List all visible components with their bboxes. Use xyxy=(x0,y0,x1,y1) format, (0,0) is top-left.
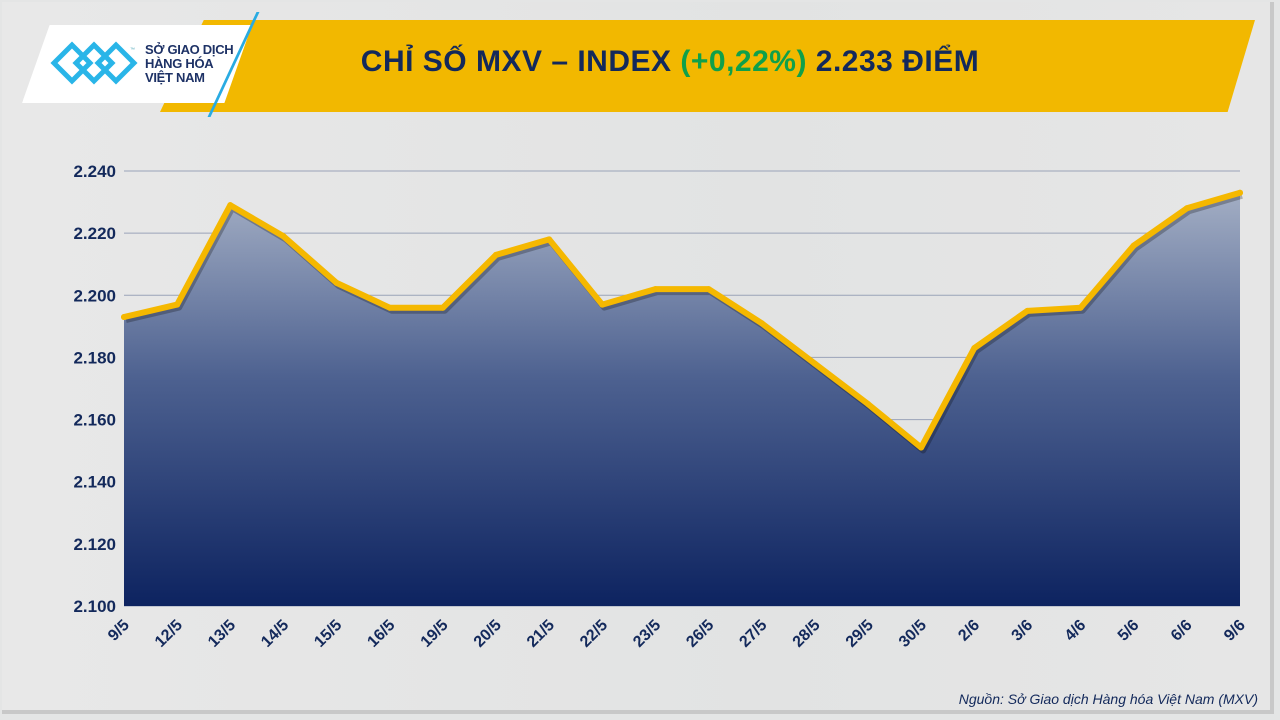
y-tick-label: 2.240 xyxy=(73,162,116,181)
x-tick-label: 23/5 xyxy=(630,617,664,651)
data-point xyxy=(493,251,499,258)
x-tick-label: 26/5 xyxy=(683,617,717,651)
data-point xyxy=(865,401,871,408)
source-note: Nguồn: Sở Giao dịch Hàng hóa Việt Nam (M… xyxy=(958,691,1258,707)
x-tick-label: 29/5 xyxy=(843,617,877,651)
y-tick-label: 2.140 xyxy=(73,473,116,492)
x-tick-label: 15/5 xyxy=(311,617,345,651)
x-tick-label: 12/5 xyxy=(152,617,186,651)
data-point xyxy=(652,286,659,293)
series-line xyxy=(121,189,1243,451)
x-tick-label: 19/5 xyxy=(418,617,452,651)
data-point xyxy=(1130,242,1137,249)
x-tick-label: 9/5 xyxy=(105,617,133,645)
data-point xyxy=(599,301,606,308)
data-point xyxy=(439,304,446,311)
data-point xyxy=(1183,205,1190,212)
y-tick-label: 2.200 xyxy=(73,286,116,305)
x-tick-label: 14/5 xyxy=(258,617,292,651)
x-tick-label: 21/5 xyxy=(524,617,558,651)
title-value: 2.233 ĐIỂM xyxy=(806,45,980,78)
x-tick-label: 22/5 xyxy=(577,617,611,651)
x-tick-label: 5/6 xyxy=(1115,617,1143,645)
trademark: ™ xyxy=(130,47,135,53)
data-point xyxy=(386,304,393,311)
logo-text: SỞ GIAO DỊCH HÀNG HÓA VIỆT NAM xyxy=(145,42,234,85)
y-tick-label: 2.180 xyxy=(73,348,116,367)
title-banner xyxy=(160,20,1255,112)
data-point xyxy=(758,320,765,327)
mxv-logo: ™ xyxy=(22,25,252,103)
data-point xyxy=(705,286,712,293)
x-tick-label: 27/5 xyxy=(737,617,771,651)
logo-line: VIỆT NAM xyxy=(145,70,205,85)
logo-line: HÀNG HÓA xyxy=(145,56,214,71)
logo-line: SỞ GIAO DỊCH xyxy=(145,42,234,57)
data-point xyxy=(1024,307,1031,314)
data-point xyxy=(280,233,287,240)
data-point xyxy=(811,360,818,367)
data-point xyxy=(1077,304,1084,311)
data-point xyxy=(121,314,127,321)
area-fill xyxy=(124,192,1240,606)
x-tick-label: 28/5 xyxy=(790,617,824,651)
y-tick-label: 2.220 xyxy=(73,224,116,243)
data-point xyxy=(546,236,553,243)
x-tick-label: 4/6 xyxy=(1062,617,1090,645)
title-change: (+0,22%) xyxy=(680,45,807,78)
y-tick-label: 2.120 xyxy=(73,535,116,554)
mxv-logo-icon xyxy=(50,41,138,85)
x-tick-label: 3/6 xyxy=(1009,617,1037,645)
title-text: CHỈ SỐ MXV – INDEX xyxy=(360,45,681,78)
data-point xyxy=(174,301,181,308)
y-tick-label: 2.100 xyxy=(73,597,116,616)
data-point xyxy=(227,202,234,209)
data-point xyxy=(1237,189,1243,196)
x-tick-label: 20/5 xyxy=(471,617,505,651)
x-tick-label: 16/5 xyxy=(365,617,399,651)
data-point xyxy=(971,345,978,352)
x-tick-label: 6/6 xyxy=(1168,617,1196,645)
x-tick-label: 2/6 xyxy=(955,617,983,645)
x-tick-label: 9/6 xyxy=(1221,617,1249,645)
x-tick-label: 13/5 xyxy=(205,617,239,651)
data-point xyxy=(918,444,925,451)
y-tick-label: 2.160 xyxy=(73,411,116,430)
x-tick-label: 30/5 xyxy=(896,617,930,651)
data-point xyxy=(333,279,340,286)
chart-title: CHỈ SỐ MXV – INDEX (+0,22%) 2.233 ĐIỂM xyxy=(160,45,1180,79)
